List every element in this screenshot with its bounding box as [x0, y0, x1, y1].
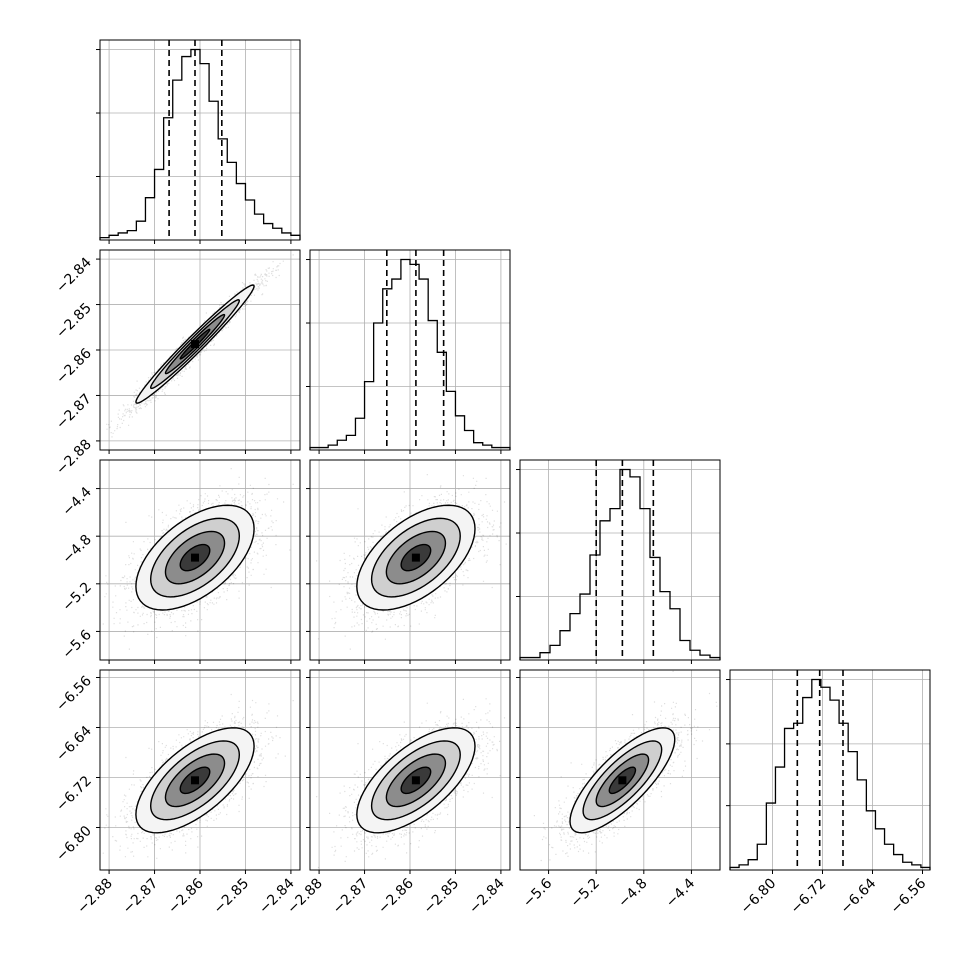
density-contour — [149, 299, 241, 390]
density-contour — [179, 766, 211, 795]
histogram-panel-1 — [96, 39, 301, 244]
density-contour — [595, 753, 650, 808]
density-contour — [135, 727, 255, 834]
panel-frame — [519, 669, 721, 871]
density-peak — [191, 776, 199, 785]
density-peak — [618, 776, 627, 785]
density-contour — [135, 284, 255, 404]
density-contour — [370, 740, 461, 821]
density-contour — [179, 543, 211, 572]
density-contour — [400, 543, 432, 572]
panel-content — [102, 468, 294, 650]
density-contour — [569, 727, 676, 834]
scatter-panel-3-1: −5.6−5.2−4.8−4.4 — [59, 459, 301, 664]
density-contour — [164, 530, 226, 585]
panel-content — [106, 254, 294, 438]
density-contour — [385, 753, 447, 808]
scatter-panel-4-2 — [306, 669, 511, 874]
scatter-panel-4-3 — [516, 669, 721, 874]
density-peak — [191, 340, 199, 349]
density-contour — [179, 328, 211, 360]
scatter-panel-4-1: −6.80−6.72−6.64−6.56 — [53, 669, 301, 874]
density-contour — [356, 727, 476, 834]
density-peak — [411, 553, 420, 562]
density-peak — [191, 553, 199, 562]
panel-content — [316, 698, 506, 869]
density-contour — [135, 504, 255, 611]
histogram-panel-3 — [516, 459, 721, 664]
density-contour — [370, 517, 461, 598]
histogram-step — [519, 468, 721, 660]
density-contour — [164, 313, 226, 375]
density-contour — [400, 766, 432, 795]
histogram-step — [309, 258, 511, 450]
density-contour — [608, 766, 637, 795]
density-contour — [149, 740, 241, 821]
density-contour — [164, 753, 226, 808]
histogram-step — [99, 48, 301, 240]
density-contour — [385, 530, 447, 585]
scatter-panel-3-2 — [306, 459, 511, 664]
sample-points — [316, 698, 506, 869]
panel-content — [533, 670, 718, 862]
panel-content — [102, 693, 294, 859]
density-peak — [411, 776, 420, 785]
histogram-panel-4 — [726, 669, 931, 874]
density-contour — [582, 740, 663, 821]
panel-frame — [519, 459, 721, 661]
panel-frame — [729, 669, 931, 871]
density-contour — [149, 517, 241, 598]
density-contour — [356, 504, 476, 611]
histogram-panel-2 — [306, 249, 511, 454]
panel-content — [316, 474, 507, 650]
histogram-step — [729, 678, 931, 870]
